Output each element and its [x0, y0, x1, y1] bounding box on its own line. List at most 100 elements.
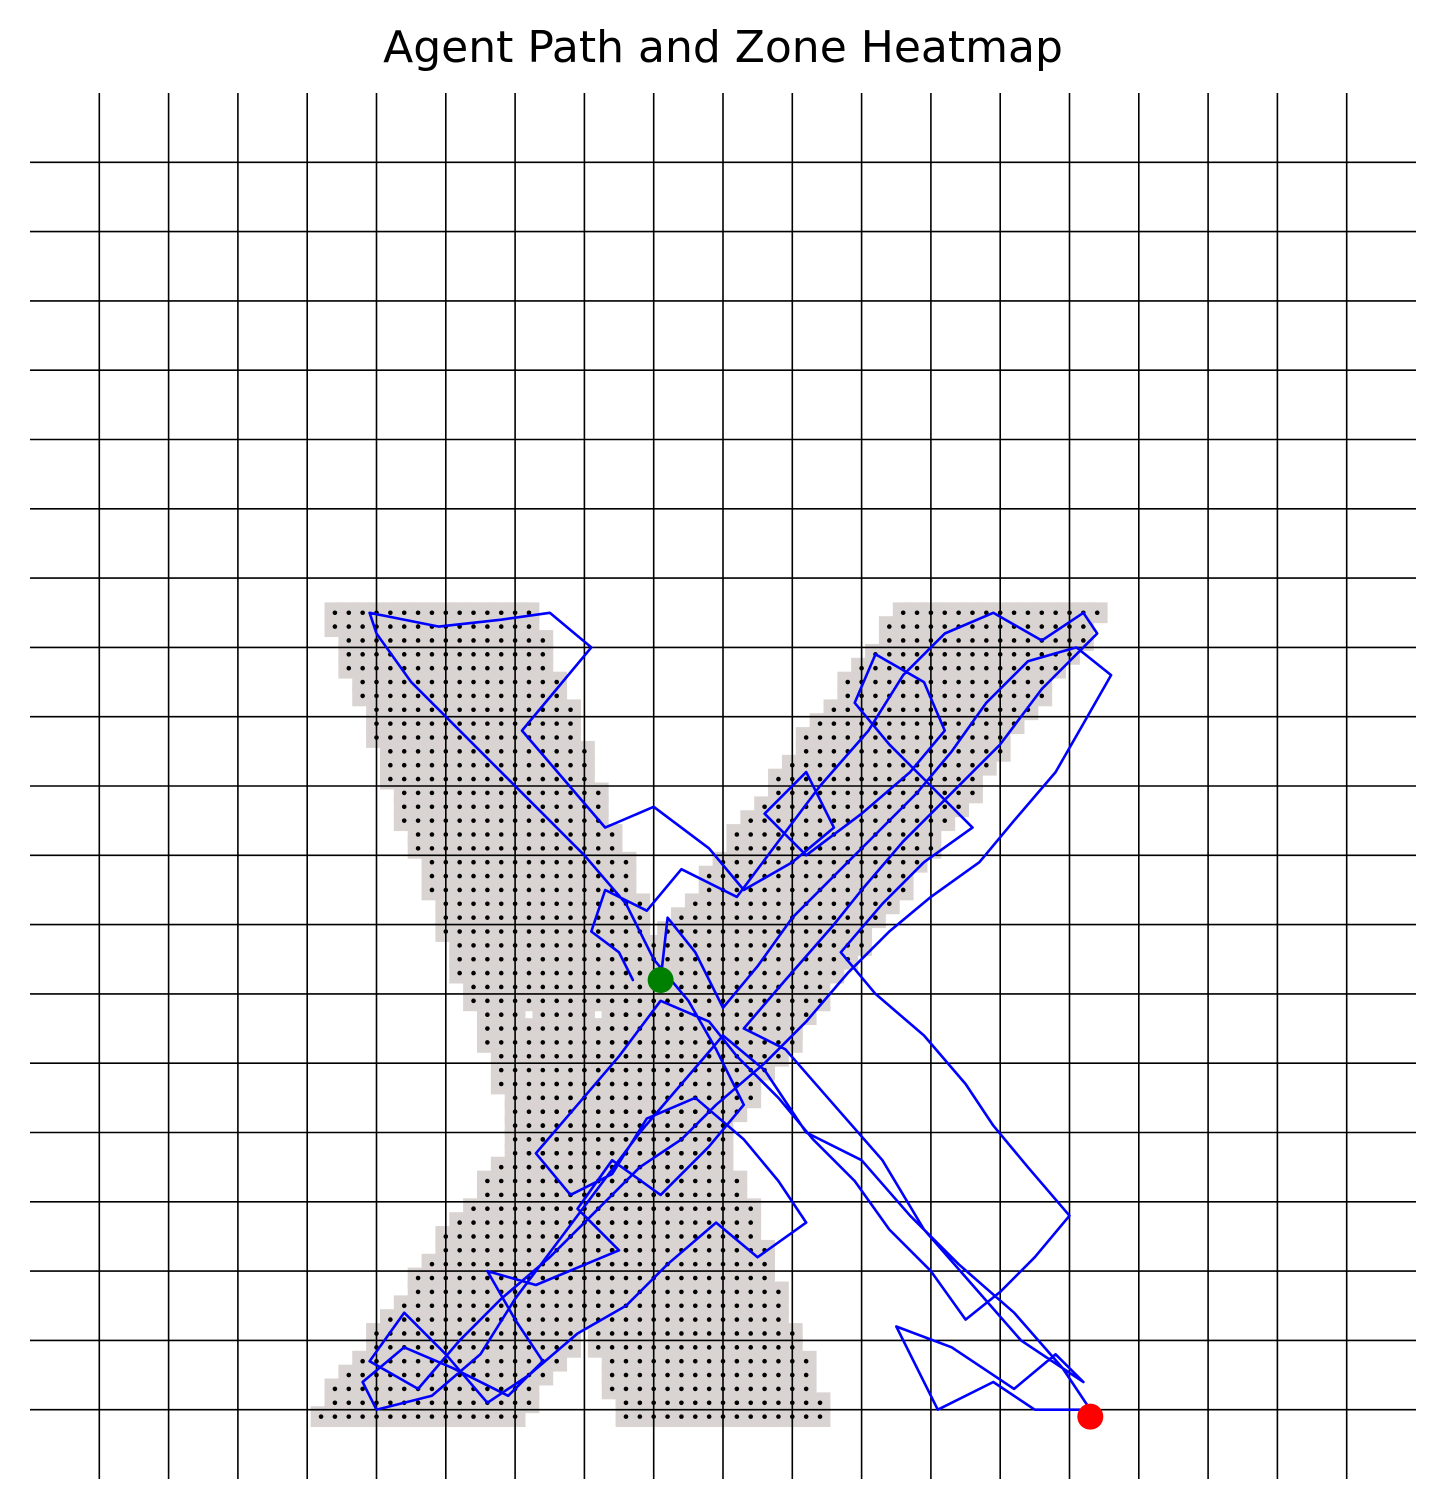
zone-dot — [443, 707, 449, 713]
zone-dot — [568, 1053, 573, 1059]
zone-dot — [637, 1067, 643, 1073]
zone-dot — [803, 762, 809, 768]
zone-dot — [609, 1289, 615, 1295]
zone-dot — [457, 956, 462, 962]
zone-dot — [554, 929, 559, 934]
zone-dot — [623, 1109, 629, 1115]
zone-dot — [679, 915, 684, 920]
zone-dot — [790, 1012, 795, 1017]
zone-dot — [817, 984, 823, 990]
zone-dot — [526, 1150, 532, 1156]
zone-dot — [665, 1012, 670, 1017]
zone-dot — [554, 887, 559, 893]
zone-dot — [429, 1331, 435, 1336]
zone-dot — [997, 610, 1003, 616]
zone-dot — [443, 776, 449, 782]
zone-dot — [720, 1081, 726, 1087]
zone-dot — [457, 1220, 462, 1225]
zone-dot — [762, 1026, 767, 1031]
zone-dot — [485, 1303, 490, 1309]
zone-dot — [873, 887, 878, 893]
zone-dot — [900, 832, 906, 837]
zone-dot — [498, 1067, 504, 1073]
zone-dot — [803, 735, 809, 740]
zone-dot — [748, 1303, 754, 1309]
zone-dot — [526, 1137, 532, 1142]
zone-dot — [360, 610, 365, 616]
zone-dot — [595, 956, 601, 962]
zone-dot — [734, 873, 740, 879]
zone-dot — [720, 1331, 726, 1336]
zone-dot — [443, 915, 449, 920]
zone-dot — [679, 1386, 684, 1392]
zone-dot — [748, 1331, 754, 1336]
zone-dot — [498, 1164, 504, 1170]
zone-dot — [956, 665, 961, 671]
zone-dot — [845, 735, 851, 740]
zone-dot — [346, 665, 352, 671]
zone-dot — [512, 1067, 518, 1073]
zone-dot — [360, 1414, 365, 1419]
zone-dot — [415, 665, 421, 671]
zone-dot — [665, 1164, 670, 1170]
zone-dot — [429, 776, 435, 782]
zone-dot — [887, 762, 892, 768]
zone-dot — [471, 1372, 476, 1378]
zone-dot — [582, 956, 587, 962]
zone-dot — [526, 859, 532, 865]
zone-dot — [623, 1275, 629, 1281]
zone-dot — [914, 721, 920, 726]
zone-dot — [762, 901, 767, 907]
zone-dot — [623, 1192, 629, 1198]
zone-dot — [498, 1220, 504, 1225]
zone-dot — [637, 915, 643, 920]
zone-dot — [762, 984, 767, 990]
zone-dot — [984, 762, 989, 768]
zone-dot — [720, 1109, 726, 1115]
zone-dot — [762, 1331, 767, 1336]
zone-dot — [720, 1414, 726, 1419]
zone-dot — [942, 749, 948, 754]
zone-dot — [970, 762, 975, 768]
zone-dot — [637, 1053, 643, 1059]
zone-dot — [762, 970, 767, 976]
zone-dot — [790, 1414, 795, 1419]
zone-dot — [900, 679, 906, 685]
zone-dot — [498, 1206, 504, 1212]
zone-dot — [623, 1386, 629, 1392]
zone-dot — [526, 610, 532, 616]
zone-dot — [512, 693, 518, 699]
zone-dot — [873, 818, 878, 823]
zone-dot — [485, 1040, 490, 1045]
zone-dot — [748, 1026, 754, 1031]
zone-dot — [623, 1261, 629, 1267]
zone-dot — [526, 873, 532, 879]
zone-dot — [637, 1358, 643, 1364]
zone-dot — [540, 943, 546, 948]
zone-dot — [443, 1345, 449, 1350]
zone-dot — [997, 749, 1003, 754]
zone-dot — [471, 776, 476, 782]
zone-dot — [845, 679, 851, 685]
zone-dot — [582, 1289, 587, 1295]
zone-dot — [637, 1150, 643, 1156]
zone-dot — [776, 1414, 781, 1419]
zone-dot — [734, 1303, 740, 1309]
zone-dots — [318, 610, 1100, 1419]
zone-dot — [679, 1414, 684, 1419]
zone-dot — [512, 1164, 518, 1170]
zone-dot — [914, 776, 920, 782]
zone-dot — [692, 1109, 698, 1115]
zone-dot — [595, 998, 601, 1004]
zone-dot — [873, 901, 878, 907]
zone-dot — [443, 846, 449, 851]
zone-dot — [706, 1248, 712, 1253]
zone-dot — [984, 707, 989, 713]
zone-dot — [540, 859, 546, 865]
zone-dot — [706, 1303, 712, 1309]
zone-dot — [762, 832, 767, 837]
zone-dot — [526, 1053, 532, 1059]
zone-dot — [568, 790, 573, 796]
zone-dot — [845, 721, 851, 726]
zone-dot — [595, 1220, 601, 1225]
